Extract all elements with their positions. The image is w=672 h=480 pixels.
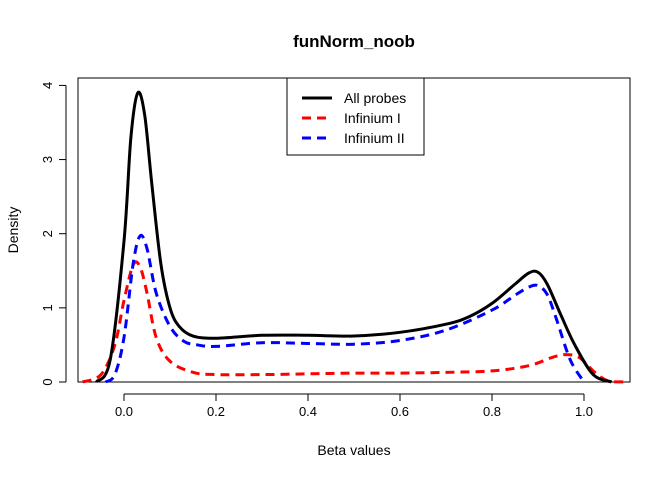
x-tick-label: 0.2 <box>207 404 225 419</box>
x-axis-label: Beta values <box>317 442 390 458</box>
y-tick-label: 0 <box>40 378 55 385</box>
series-line-infinium-ii <box>104 233 586 384</box>
y-axis-label: Density <box>5 207 21 254</box>
series-layer <box>82 90 626 384</box>
legend-label-infinium-ii: Infinium II <box>344 130 405 146</box>
y-tick-label: 1 <box>40 304 55 311</box>
chart-title: funNorm_noob <box>293 32 415 51</box>
x-axis: 0.0 0.2 0.4 0.6 0.8 1.0 <box>115 393 593 419</box>
y-tick-label: 3 <box>40 156 55 163</box>
x-tick-label: 0.4 <box>299 404 317 419</box>
y-tick-label: 2 <box>40 230 55 237</box>
x-tick-label: 0.8 <box>483 404 501 419</box>
legend-label-all-probes: All probes <box>344 90 406 106</box>
y-tick-label: 4 <box>40 82 55 89</box>
series-line-infinium-i <box>82 260 626 384</box>
x-tick-label: 0.6 <box>391 404 409 419</box>
y-axis: 0 1 2 3 4 <box>40 82 67 386</box>
series-line-all-probes <box>95 90 613 384</box>
legend-label-infinium-i: Infinium I <box>344 110 401 126</box>
legend: All probes Infinium I Infinium II <box>286 77 425 156</box>
x-tick-label: 1.0 <box>575 404 593 419</box>
x-tick-label: 0.0 <box>115 404 133 419</box>
